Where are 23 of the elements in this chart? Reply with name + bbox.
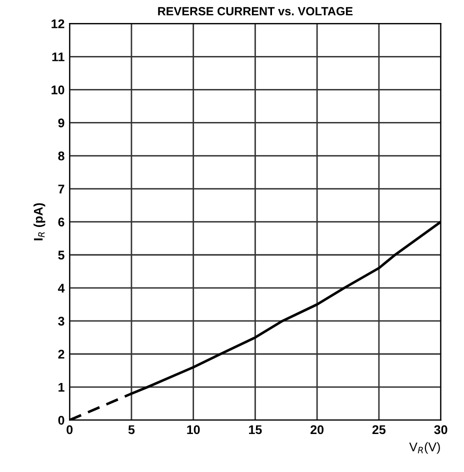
y-tick-label: 10 bbox=[52, 85, 64, 94]
y-tick-label: 0 bbox=[58, 416, 64, 425]
chart-title: REVERSE CURRENT vs. VOLTAGE bbox=[158, 7, 353, 16]
x-tick-label: 0 bbox=[66, 425, 73, 434]
y-axis-title: I$_{R}$ (pA) bbox=[34, 203, 46, 240]
y-tick-label: 1 bbox=[58, 382, 64, 392]
x-axis-title: V$_{R}$(V) bbox=[409, 442, 440, 454]
y-tick-label: 12 bbox=[52, 19, 64, 28]
y-tick-label: 4 bbox=[58, 284, 65, 292]
y-tick-label: 9 bbox=[58, 118, 64, 128]
x-tick-label: 25 bbox=[372, 425, 386, 434]
y-tick-label: 8 bbox=[58, 152, 64, 160]
y-tick-label: 7 bbox=[58, 184, 64, 194]
x-tick-label: 30 bbox=[434, 425, 448, 434]
x-tick-label: 15 bbox=[249, 425, 262, 434]
y-tick-label: 11 bbox=[52, 52, 64, 62]
x-tick-label: 5 bbox=[128, 425, 135, 434]
y-tick-label: 5 bbox=[58, 250, 64, 260]
y-tick-label: 3 bbox=[58, 316, 64, 326]
x-tick-label: 10 bbox=[187, 425, 200, 434]
x-tick-label: 20 bbox=[310, 425, 324, 434]
y-tick-label: 6 bbox=[58, 218, 64, 226]
y-tick-label: 2 bbox=[58, 350, 64, 359]
